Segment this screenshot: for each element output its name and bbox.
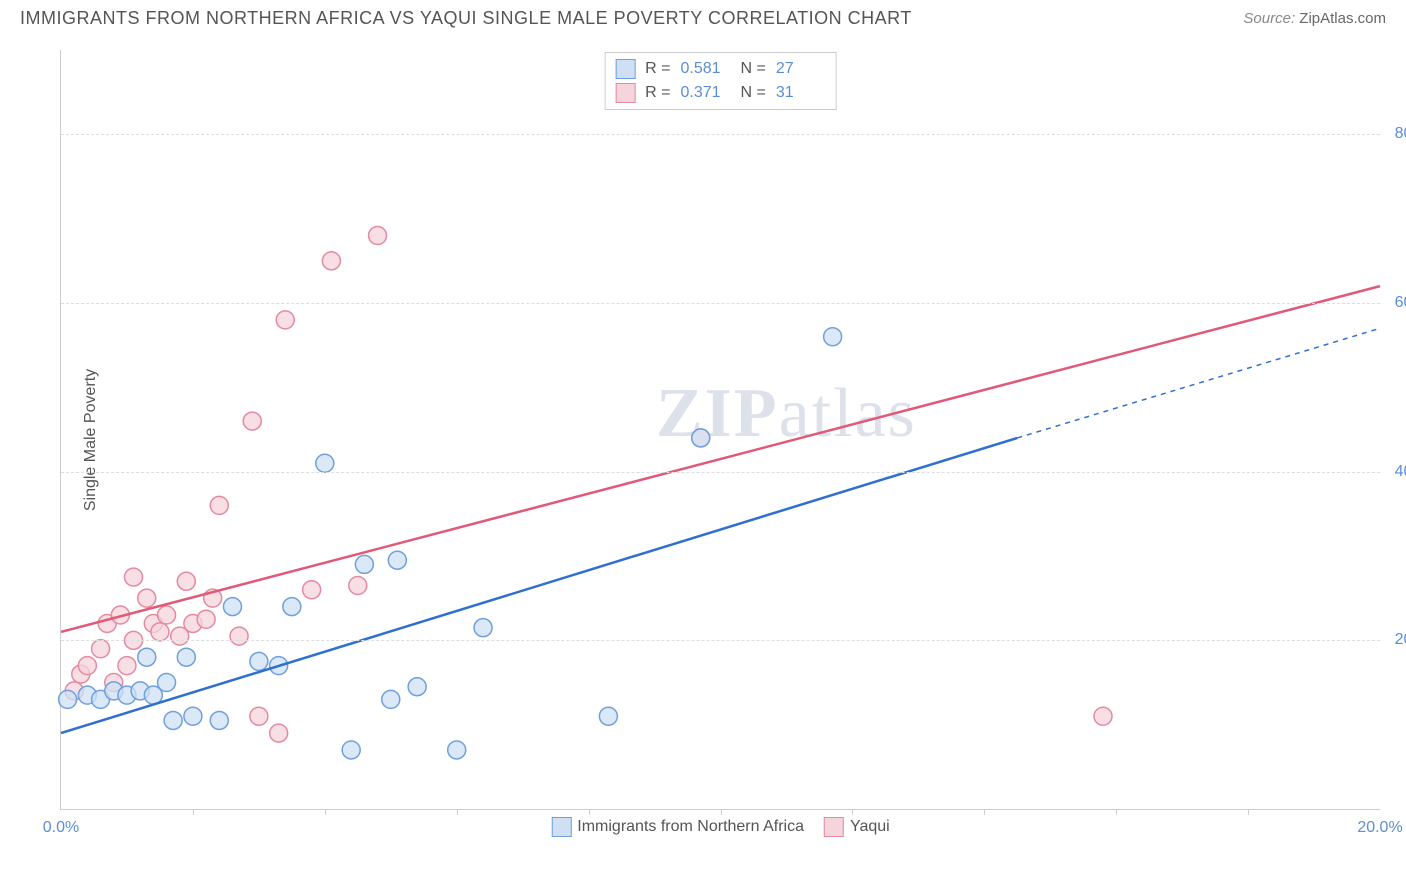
- scatter-point-b: [92, 640, 110, 658]
- x-tick: [721, 809, 722, 815]
- plot-region: R = 0.581 N = 27 R = 0.371 N = 31 ZIPatl…: [60, 50, 1380, 810]
- x-tick-label: 20.0%: [1357, 819, 1402, 837]
- plot-svg: [61, 50, 1380, 809]
- n-value-b: 31: [776, 84, 826, 102]
- scatter-point-b: [1094, 707, 1112, 725]
- chart-title: IMMIGRANTS FROM NORTHERN AFRICA VS YAQUI…: [20, 8, 912, 29]
- source-attribution: Source: ZipAtlas.com: [1243, 10, 1386, 27]
- n-label: N =: [741, 60, 766, 78]
- scatter-point-b: [369, 227, 387, 245]
- scatter-point-b: [125, 568, 143, 586]
- scatter-point-b: [230, 627, 248, 645]
- scatter-point-a: [316, 454, 334, 472]
- legend-item-b: Yaqui: [824, 817, 890, 837]
- grid-line: [61, 303, 1380, 304]
- x-tick: [984, 809, 985, 815]
- scatter-point-b: [276, 311, 294, 329]
- trend-line-b: [61, 286, 1380, 632]
- scatter-point-a: [184, 707, 202, 725]
- scatter-point-b: [78, 657, 96, 675]
- scatter-point-a: [388, 551, 406, 569]
- x-tick: [852, 809, 853, 815]
- trend-line-a-extension: [1017, 328, 1380, 438]
- scatter-point-a: [164, 711, 182, 729]
- x-tick: [193, 809, 194, 815]
- scatter-point-a: [158, 674, 176, 692]
- swatch-series-b: [824, 817, 844, 837]
- y-tick-label: 60.0%: [1385, 294, 1406, 312]
- y-tick-label: 40.0%: [1385, 463, 1406, 481]
- scatter-point-a: [382, 690, 400, 708]
- scatter-point-b: [270, 724, 288, 742]
- n-label: N =: [741, 84, 766, 102]
- grid-line: [61, 640, 1380, 641]
- scatter-point-a: [342, 741, 360, 759]
- swatch-series-b: [615, 83, 635, 103]
- n-value-a: 27: [776, 60, 826, 78]
- scatter-point-a: [355, 555, 373, 573]
- x-tick-label: 0.0%: [43, 819, 79, 837]
- source-site: ZipAtlas.com: [1299, 10, 1386, 27]
- scatter-point-a: [599, 707, 617, 725]
- legend-row-b: R = 0.371 N = 31: [615, 81, 826, 105]
- series-legend: Immigrants from Northern Africa Yaqui: [551, 817, 889, 837]
- y-tick-label: 20.0%: [1385, 631, 1406, 649]
- scatter-point-a: [210, 711, 228, 729]
- scatter-point-b: [177, 572, 195, 590]
- source-label: Source:: [1243, 10, 1295, 27]
- scatter-point-a: [474, 619, 492, 637]
- y-tick-label: 80.0%: [1385, 125, 1406, 143]
- scatter-point-a: [59, 690, 77, 708]
- scatter-point-b: [197, 610, 215, 628]
- x-tick: [325, 809, 326, 815]
- x-tick: [1248, 809, 1249, 815]
- swatch-series-a: [551, 817, 571, 837]
- scatter-point-b: [151, 623, 169, 641]
- r-value-a: 0.581: [681, 60, 731, 78]
- scatter-point-b: [349, 577, 367, 595]
- x-tick: [589, 809, 590, 815]
- scatter-point-a: [283, 598, 301, 616]
- swatch-series-a: [615, 59, 635, 79]
- x-tick: [457, 809, 458, 815]
- scatter-point-b: [303, 581, 321, 599]
- r-label: R =: [645, 60, 670, 78]
- scatter-point-b: [322, 252, 340, 270]
- scatter-point-b: [138, 589, 156, 607]
- correlation-legend: R = 0.581 N = 27 R = 0.371 N = 31: [604, 52, 837, 110]
- scatter-point-b: [210, 496, 228, 514]
- scatter-point-a: [824, 328, 842, 346]
- scatter-point-a: [138, 648, 156, 666]
- trend-line-a: [61, 438, 1017, 733]
- legend-label-a: Immigrants from Northern Africa: [577, 818, 804, 836]
- grid-line: [61, 134, 1380, 135]
- x-tick: [1116, 809, 1117, 815]
- scatter-point-a: [692, 429, 710, 447]
- r-value-b: 0.371: [681, 84, 731, 102]
- scatter-point-b: [118, 657, 136, 675]
- scatter-point-a: [250, 652, 268, 670]
- legend-item-a: Immigrants from Northern Africa: [551, 817, 804, 837]
- r-label: R =: [645, 84, 670, 102]
- legend-label-b: Yaqui: [850, 818, 890, 836]
- header: IMMIGRANTS FROM NORTHERN AFRICA VS YAQUI…: [0, 0, 1406, 33]
- legend-row-a: R = 0.581 N = 27: [615, 57, 826, 81]
- scatter-point-a: [177, 648, 195, 666]
- scatter-point-b: [158, 606, 176, 624]
- grid-line: [61, 472, 1380, 473]
- scatter-point-a: [408, 678, 426, 696]
- scatter-point-a: [223, 598, 241, 616]
- scatter-point-b: [243, 412, 261, 430]
- scatter-point-a: [448, 741, 466, 759]
- chart-area: Single Male Poverty R = 0.581 N = 27 R =…: [50, 40, 1390, 840]
- scatter-point-b: [250, 707, 268, 725]
